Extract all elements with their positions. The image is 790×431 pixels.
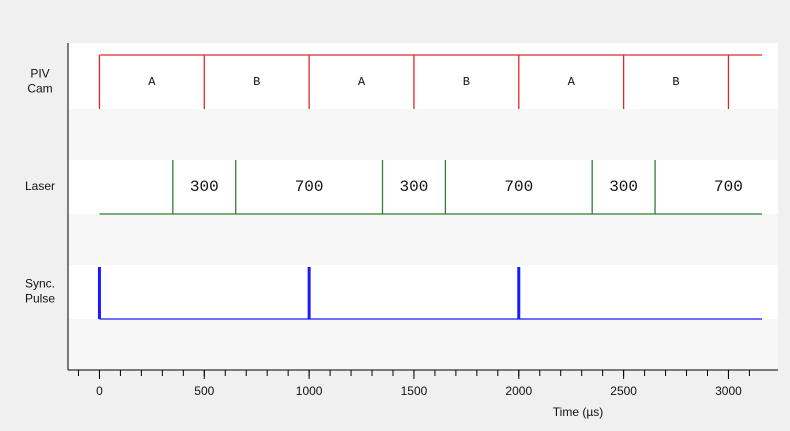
- frame-label: A: [358, 75, 366, 89]
- frame-label: B: [463, 75, 470, 89]
- row-band: [68, 160, 778, 214]
- row-band: [68, 43, 778, 109]
- row-name: Sync.: [25, 277, 55, 291]
- duration-label: 300: [609, 178, 638, 196]
- x-tick-label: 2000: [505, 384, 532, 398]
- frame-label: B: [253, 75, 260, 89]
- x-tick-label: 1500: [401, 384, 428, 398]
- row-band: [68, 265, 778, 319]
- frame-label: B: [672, 75, 679, 89]
- row-name: Cam: [27, 82, 52, 96]
- duration-label: 700: [295, 178, 324, 196]
- duration-label: 300: [400, 178, 429, 196]
- duration-label: 700: [714, 178, 743, 196]
- x-tick-label: 0: [96, 384, 103, 398]
- x-tick-label: 1000: [296, 384, 323, 398]
- row-name: Laser: [25, 179, 55, 193]
- x-tick-label: 3000: [715, 384, 742, 398]
- frame-label: A: [148, 75, 156, 89]
- duration-label: 300: [190, 178, 219, 196]
- duration-label: 700: [504, 178, 533, 196]
- x-tick-label: 500: [194, 384, 214, 398]
- x-axis-label: Time (µs): [553, 405, 603, 419]
- x-tick-label: 2500: [610, 384, 637, 398]
- frame-label: A: [568, 75, 576, 89]
- row-name: Pulse: [25, 292, 55, 306]
- row-name: PIV: [30, 67, 49, 81]
